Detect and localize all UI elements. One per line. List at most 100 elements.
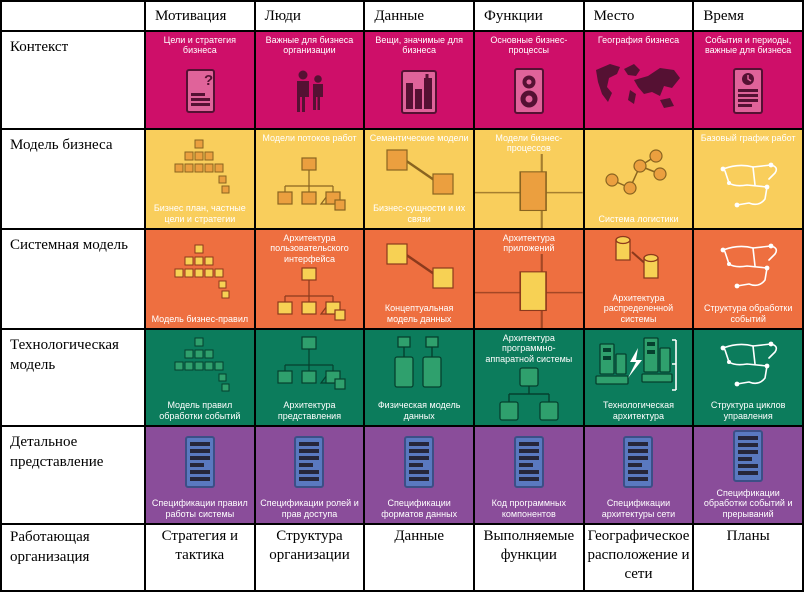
cell-caption: Спецификации форматов данных	[381, 498, 458, 519]
footer-cell-1: Стратегия и тактика	[146, 525, 254, 590]
row-label-4: Технологическая модель	[2, 330, 144, 425]
matrix-cell: Архитектура представления	[255, 330, 364, 425]
linked-boxes-icon	[365, 230, 473, 303]
matrix-cell: Спецификации обработки событий и прерыва…	[694, 427, 802, 523]
footer-cell-3: Данные	[365, 525, 473, 590]
matrix-cell: Архитектура приложений	[474, 230, 583, 328]
matrix-cell: Цели и стратегия бизнеса ?	[146, 32, 254, 128]
calendar-document-icon	[694, 56, 802, 128]
matrix-cell: Технологическая архитектура	[584, 330, 693, 425]
spec-document-icon	[256, 427, 364, 498]
matrix-cell: Бизнес план, частные цели и стратегии	[146, 130, 254, 228]
spec-document-icon	[694, 427, 802, 488]
cell-caption: Код программных компонентов	[491, 498, 566, 519]
cell-caption: Система логистики	[598, 213, 679, 224]
matrix-cell: Модель бизнес-правил	[146, 230, 254, 328]
org-chart-icon	[256, 143, 364, 228]
matrix-cell: Семантические модели Бизнес-сущности и и…	[365, 130, 473, 228]
matrix-cell: Модели бизнес-процессов	[474, 130, 583, 228]
column-header-4: Функции	[474, 2, 583, 30]
footer-cell-4: Выполняемые функции	[474, 525, 583, 590]
cell-caption: Вещи, значимые для бизнеса	[375, 35, 463, 56]
cell-caption: Архитектура представления	[277, 400, 342, 421]
matrix-cell: Модели потоков работ	[255, 130, 364, 228]
matrix-cell: Физическая модель данных	[365, 330, 473, 425]
document-question-icon: ?	[146, 56, 254, 128]
matrix-cell: События и периоды, важные для бизнеса	[694, 32, 802, 128]
cell-caption: Основные бизнес-процессы	[490, 35, 568, 56]
cell-caption: Спецификации ролей и прав доступа	[260, 498, 359, 519]
computers-icon	[585, 330, 693, 400]
svg-text:?: ?	[204, 72, 213, 89]
matrix-cell: Спецификации архитектуры сети	[584, 427, 693, 523]
matrix-cell: Вещи, значимые для бизнеса	[365, 32, 473, 128]
sketch-icon	[694, 330, 802, 400]
cell-caption: Концептуальная модель данных	[384, 303, 454, 324]
cell-caption: Архитектура приложений	[502, 233, 555, 254]
corner-cell	[2, 2, 144, 30]
matrix-cell: Основные бизнес-процессы	[474, 32, 583, 128]
column-header-1: Мотивация	[146, 2, 254, 30]
cell-caption: Бизнес-сущности и их связи	[373, 203, 466, 224]
cell-caption: Спецификации архитектуры сети	[601, 498, 676, 519]
pyramid-icon	[146, 130, 254, 203]
cell-caption: Архитектура распределенной системы	[603, 292, 674, 324]
cell-caption: Цели и стратегия бизнеса	[163, 35, 236, 56]
matrix-cell: Спецификации правил работы системы	[146, 427, 254, 523]
row-label-5: Детальное представление	[2, 427, 144, 523]
matrix-cell: География бизнеса	[584, 32, 693, 128]
matrix-cell: Модель правил обработки событий	[146, 330, 254, 425]
column-header-5: Место	[584, 2, 693, 30]
matrix-cell: Базовый график работ	[694, 130, 802, 228]
row-label-1: Контекст	[2, 32, 144, 128]
process-box-icon	[474, 253, 583, 328]
matrix-cell: Код программных компонентов	[474, 427, 583, 523]
matrix-cell: Архитектура пользовательского интерфейса	[255, 230, 364, 328]
footer-cell-6: Планы	[694, 525, 802, 590]
network-nodes-icon	[585, 130, 693, 214]
org-chart-icon	[256, 264, 364, 328]
org-chart-icon	[256, 330, 364, 400]
spec-document-icon	[365, 427, 473, 498]
cell-caption: Спецификации правил работы системы	[151, 498, 248, 519]
footer-cell-2: Структура организации	[255, 525, 364, 590]
matrix-cell: Спецификации форматов данных	[365, 427, 473, 523]
spec-document-icon	[146, 427, 254, 498]
linked-boxes-icon	[365, 143, 473, 203]
cell-caption: Модели бизнес-процессов	[495, 133, 563, 154]
cell-caption: Структура циклов управления	[710, 400, 786, 421]
cell-caption: События и периоды, важные для бизнеса	[704, 35, 792, 56]
matrix-cell: Концептуальная модель данных	[365, 230, 473, 328]
cell-caption: Спецификации обработки событий и прерыва…	[703, 487, 793, 519]
cell-caption: Архитектура пользовательского интерфейса	[270, 233, 349, 264]
world-map-icon	[585, 45, 693, 128]
footer-cell-5: Географическое расположение и сети	[584, 525, 693, 590]
column-header-3: Данные	[365, 2, 473, 30]
matrix-cell: Важные для бизнеса организации	[255, 32, 364, 128]
cylinders-icon	[585, 230, 693, 293]
row-label-2: Модель бизнеса	[2, 130, 144, 228]
process-box-icon	[474, 153, 583, 228]
sketch-icon	[694, 230, 802, 303]
cell-caption: Технологическая архитектура	[603, 400, 674, 421]
column-header-2: Люди	[255, 2, 364, 30]
cell-caption: География бизнеса	[597, 35, 680, 45]
cell-caption: Бизнес план, частные цели и стратегии	[153, 203, 246, 224]
pyramid-icon	[146, 330, 254, 400]
cell-caption: Модели потоков работ	[262, 133, 357, 143]
matrix-cell: Структура циклов управления	[694, 330, 802, 425]
people-icon	[256, 56, 364, 128]
cell-caption: Архитектура программно-аппаратной систем…	[485, 333, 573, 364]
buildings-icon	[365, 56, 473, 128]
spec-document-icon	[475, 427, 583, 498]
footer-row-label: Работающая организация	[2, 525, 144, 590]
matrix-cell: Спецификации ролей и прав доступа	[255, 427, 364, 523]
cell-caption: Базовый график работ	[700, 133, 796, 143]
cell-caption: Семантические модели	[369, 133, 469, 143]
sketch-icon	[694, 143, 802, 228]
spec-document-icon	[585, 427, 693, 498]
matrix-cell: Архитектура программно-аппаратной систем…	[474, 330, 583, 425]
tree-icon	[475, 364, 583, 425]
matrix-cell: Система логистики	[584, 130, 693, 228]
